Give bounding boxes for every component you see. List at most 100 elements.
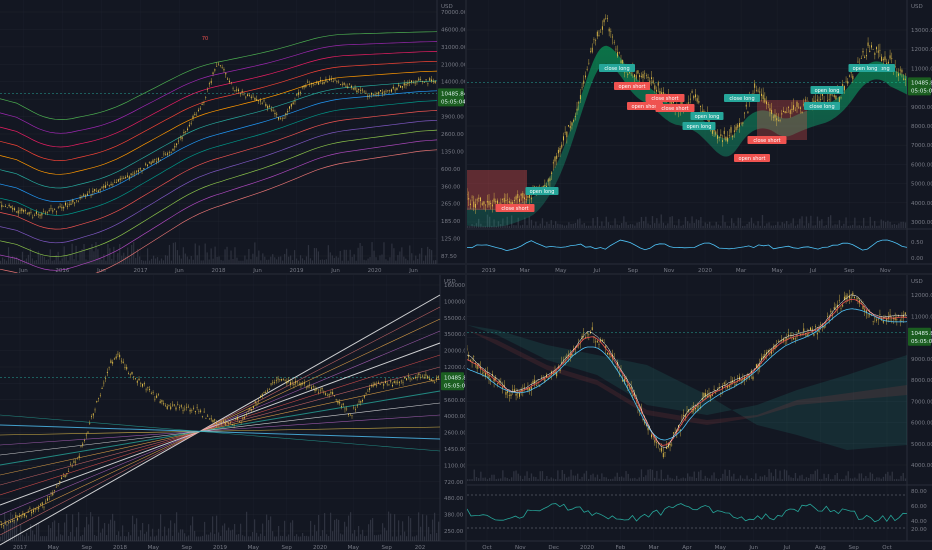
signal-label: open short — [739, 156, 766, 162]
chart-pane-top-left[interactable]: USD 70000.00 46000.00 31000.00 21000.00 14000… — [0, 0, 465, 273]
signal-badge — [495, 204, 535, 212]
volume-bar — [204, 243, 206, 264]
volume-bar — [108, 523, 110, 541]
volume-bar — [413, 260, 415, 264]
chart-pane-top-right[interactable]: USD13000.0012000.0011000.0010000.009000.… — [467, 0, 932, 273]
volume-bar — [288, 256, 290, 264]
volume-bar — [396, 536, 398, 541]
volume-bar — [240, 523, 242, 541]
signal-badge — [690, 112, 724, 120]
volume-bar — [300, 536, 302, 541]
volume-bar — [720, 225, 722, 228]
volume-bar — [867, 478, 869, 481]
volume-bar — [407, 260, 409, 264]
volume-bar — [401, 247, 403, 264]
volume-bar — [425, 255, 427, 264]
volume-bar — [647, 469, 649, 481]
volume-bar — [493, 474, 495, 481]
volume-bar — [133, 242, 135, 264]
volume-bar — [893, 479, 896, 481]
time-tick-label: Sep — [844, 268, 855, 273]
volume-bar — [8, 518, 10, 541]
volume-bar — [691, 476, 693, 481]
volume-bar — [348, 515, 350, 541]
volume-bar — [332, 531, 334, 541]
time-tick-label: Aug — [815, 545, 826, 550]
volume-bar — [74, 536, 76, 541]
time-tick-label: Mar — [648, 545, 659, 550]
volume-bar — [354, 529, 356, 541]
signal-badge — [599, 64, 635, 72]
price-tick-label: 720.00 — [444, 480, 464, 486]
volume-bar — [104, 523, 106, 541]
volume-bar — [392, 536, 394, 541]
volume-bar — [166, 535, 168, 541]
volume-bar — [783, 223, 786, 228]
volume-bar — [242, 260, 244, 264]
volume-bar — [854, 477, 856, 481]
volume-bar — [737, 217, 739, 228]
volume-bar — [238, 260, 240, 264]
volume-bar — [592, 218, 594, 228]
volume-bar — [678, 479, 680, 481]
volume-bar — [103, 254, 105, 264]
volume-bar — [753, 223, 755, 228]
volume-bar — [689, 476, 691, 481]
volume-bar — [568, 222, 570, 228]
volume-bar — [91, 244, 93, 264]
volume-bar — [0, 260, 2, 264]
price-axis-currency: USD — [444, 279, 456, 285]
volume-bar — [334, 519, 336, 541]
price-tick-label: 7000.00 — [911, 143, 932, 149]
volume-bar — [478, 478, 480, 481]
volume-bar — [577, 473, 579, 481]
volume-bar — [212, 258, 214, 264]
chart-pane-bottom-right[interactable]: USD12000.0011000.0010000.009000.008000.0… — [467, 275, 932, 550]
volume-bar — [393, 248, 395, 264]
volume-bar — [603, 477, 605, 481]
time-tick-label: May — [248, 545, 260, 550]
volume-bar — [860, 473, 863, 481]
volume-bar — [34, 534, 36, 541]
volume-bar — [852, 478, 854, 481]
volume-bar — [682, 477, 684, 481]
volume-bar — [382, 523, 384, 541]
volume-bar — [296, 534, 298, 541]
volume-bar — [689, 223, 691, 228]
volume-bar — [766, 477, 768, 481]
volume-bar — [783, 469, 786, 481]
volume-bar — [356, 536, 358, 541]
volume-bar — [845, 217, 847, 228]
volume-bar — [797, 224, 799, 228]
volume-bar — [342, 534, 344, 541]
trend-band — [467, 45, 907, 227]
volume-bar — [654, 477, 656, 481]
volume-bar — [56, 536, 58, 541]
volume-bar — [76, 527, 78, 541]
volume-bar — [182, 529, 184, 541]
volume-bar — [417, 258, 419, 264]
volume-bar — [779, 470, 781, 481]
volume-bar — [574, 222, 577, 228]
volume-bar — [51, 260, 53, 264]
volume-bar — [138, 536, 140, 541]
time-tick-label: May — [771, 268, 783, 273]
volume-bar — [381, 254, 383, 264]
volume-bar — [777, 221, 779, 228]
volume-bar — [236, 534, 238, 541]
volume-bar — [152, 528, 154, 541]
signal-label: open short — [619, 84, 646, 90]
channel-line — [0, 414, 441, 452]
volume-bar — [286, 536, 288, 541]
volume-bar — [75, 245, 77, 264]
volume-bar — [880, 478, 882, 481]
volume-bar — [849, 478, 852, 481]
volume-bar — [164, 255, 167, 264]
band-line — [0, 110, 438, 230]
volume-bar — [755, 225, 757, 228]
volume-bar — [18, 534, 20, 541]
volume-bar — [143, 260, 145, 264]
volume-bar — [691, 216, 693, 228]
volume-bar — [524, 217, 526, 228]
